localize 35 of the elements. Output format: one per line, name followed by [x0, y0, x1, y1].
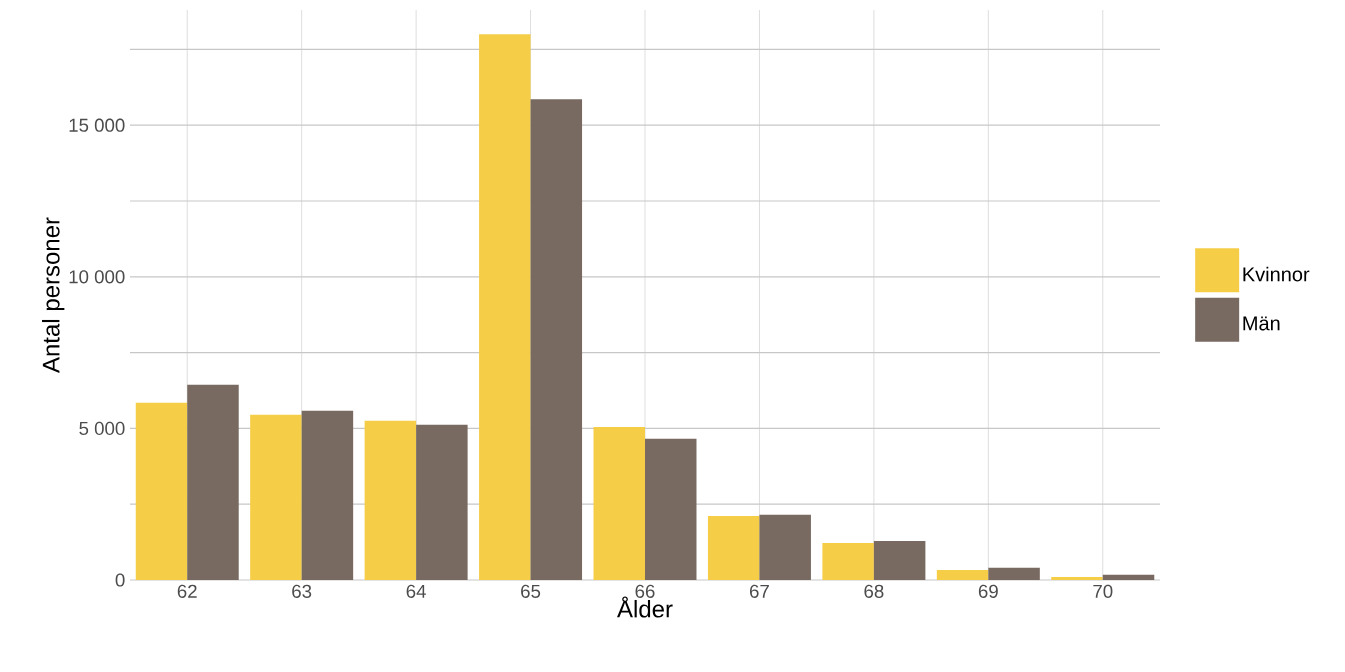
bar — [593, 426, 645, 580]
bar — [301, 410, 354, 580]
x-tick-label: 69 — [978, 584, 998, 598]
bar — [187, 384, 239, 580]
y-tick-label: 0 — [115, 573, 125, 587]
x-tick-label: 63 — [292, 584, 312, 598]
bar — [645, 438, 697, 580]
bar — [1051, 576, 1103, 580]
bar — [822, 543, 874, 580]
x-tick-label: 70 — [1093, 584, 1113, 598]
x-tick-label: 65 — [521, 584, 541, 598]
x-tick-label: 67 — [750, 584, 769, 598]
x-tick-label: 68 — [864, 584, 884, 598]
bar — [364, 420, 417, 580]
y-axis-title: Antal personer — [42, 217, 65, 374]
bar — [936, 570, 989, 580]
bar — [707, 516, 760, 580]
y-tick-label: 5 000 — [79, 421, 125, 436]
x-tick-label: 62 — [177, 584, 197, 598]
bar — [416, 424, 468, 580]
bar — [135, 402, 188, 580]
bar — [530, 99, 583, 580]
x-tick-label: 66 — [635, 584, 655, 598]
bar — [988, 567, 1040, 580]
legend-label: Kvinnor — [1243, 266, 1310, 282]
bar — [759, 514, 811, 580]
bar — [1102, 574, 1155, 580]
bar — [250, 414, 302, 580]
x-axis-title: Ålder — [617, 596, 673, 618]
y-tick-label: 10 000 — [69, 270, 125, 284]
bar — [479, 34, 531, 580]
bar — [873, 540, 926, 580]
y-tick-label: 15 000 — [69, 118, 125, 132]
legend-label: Män — [1243, 316, 1280, 331]
x-tick-label: 64 — [406, 584, 426, 598]
